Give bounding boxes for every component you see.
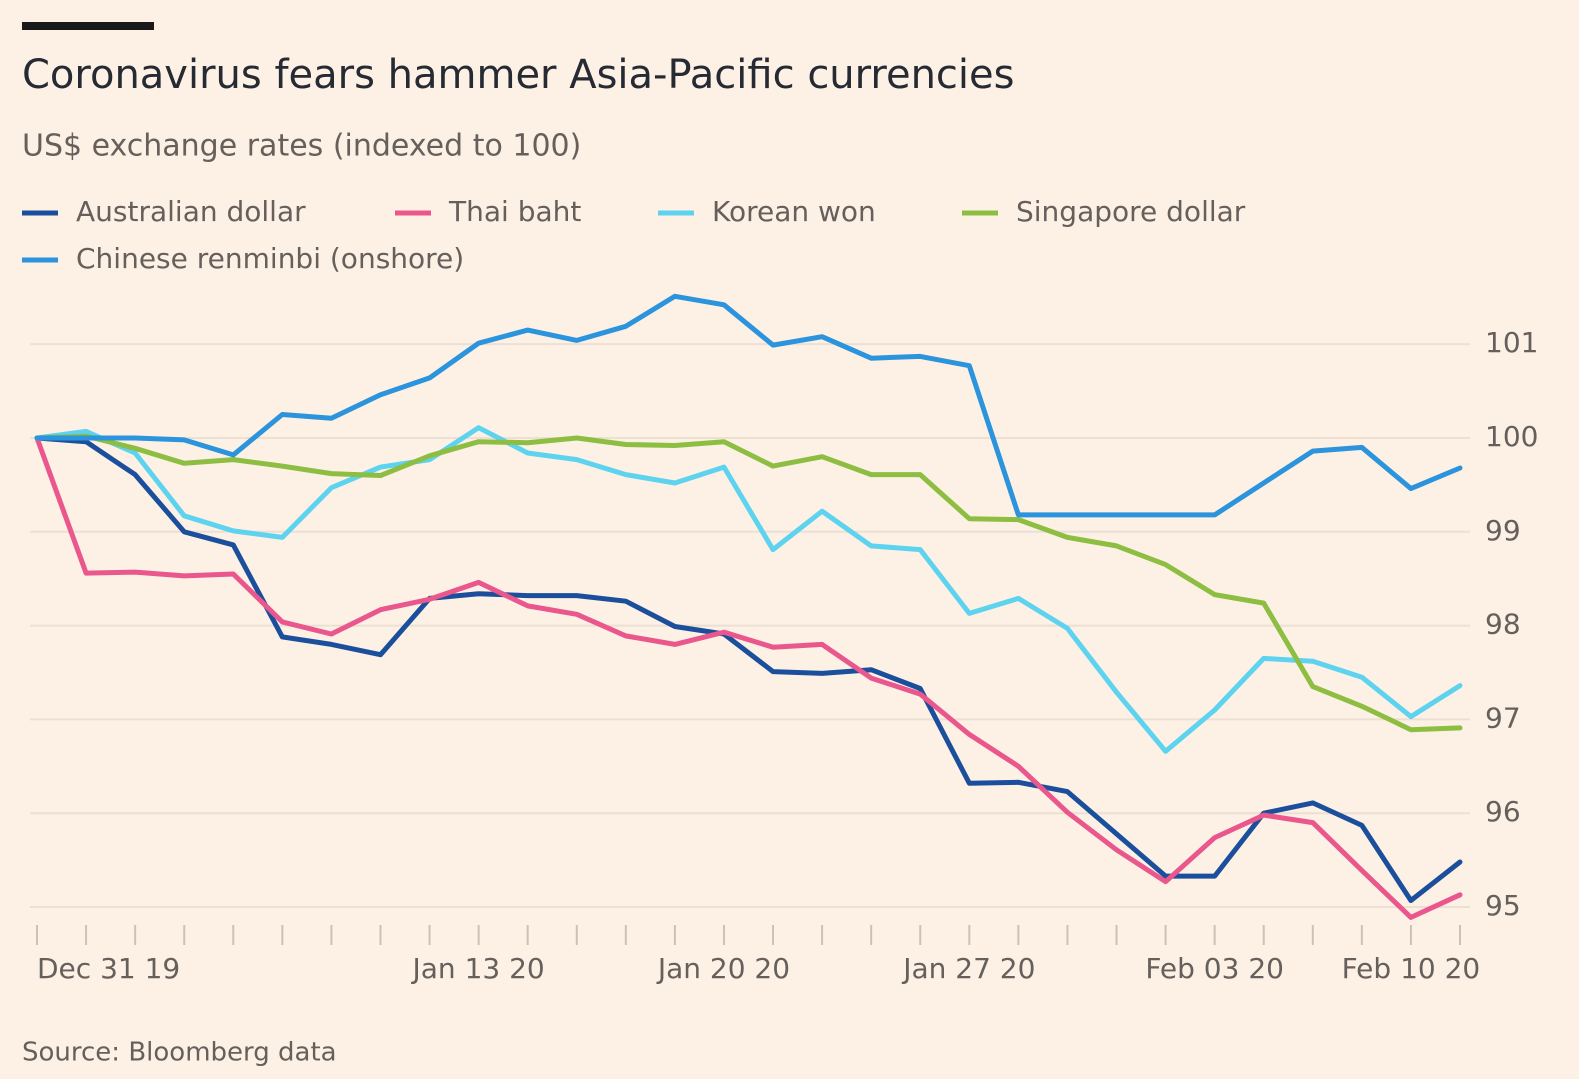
y-tick-label: 95 <box>1485 889 1521 922</box>
series-line <box>34 293 1463 518</box>
legend-label: Chinese renminbi (onshore) <box>76 242 464 275</box>
series-line <box>34 435 1463 903</box>
source-note: Source: Bloomberg data <box>22 1038 337 1068</box>
legend-label: Thai baht <box>448 195 581 228</box>
chart-title: Coronavirus fears hammer Asia-Pacific cu… <box>22 52 1014 98</box>
y-tick-label: 96 <box>1485 795 1521 828</box>
y-tick-label: 99 <box>1485 514 1521 547</box>
x-tick-label: Jan 27 20 <box>901 952 1035 985</box>
chart-subtitle: US$ exchange rates (indexed to 100) <box>22 129 581 164</box>
y-tick-label: 101 <box>1485 326 1538 359</box>
legend-label: Australian dollar <box>76 195 306 228</box>
title-bar <box>22 22 154 30</box>
x-tick-label: Jan 13 20 <box>411 952 545 985</box>
legend-label: Singapore dollar <box>1016 195 1246 228</box>
x-tick-label: Feb 03 20 <box>1145 952 1284 985</box>
x-tick-label: Dec 31 19 <box>37 952 180 985</box>
y-tick-label: 97 <box>1485 701 1521 734</box>
series-line <box>34 425 1463 754</box>
y-tick-label: 100 <box>1485 420 1538 453</box>
series-line <box>34 433 1463 733</box>
series-line <box>34 435 1463 920</box>
x-tick-label: Jan 20 20 <box>656 952 790 985</box>
y-tick-label: 98 <box>1485 608 1521 641</box>
x-tick-label: Feb 10 20 <box>1342 952 1481 985</box>
legend-label: Korean won <box>712 195 876 228</box>
